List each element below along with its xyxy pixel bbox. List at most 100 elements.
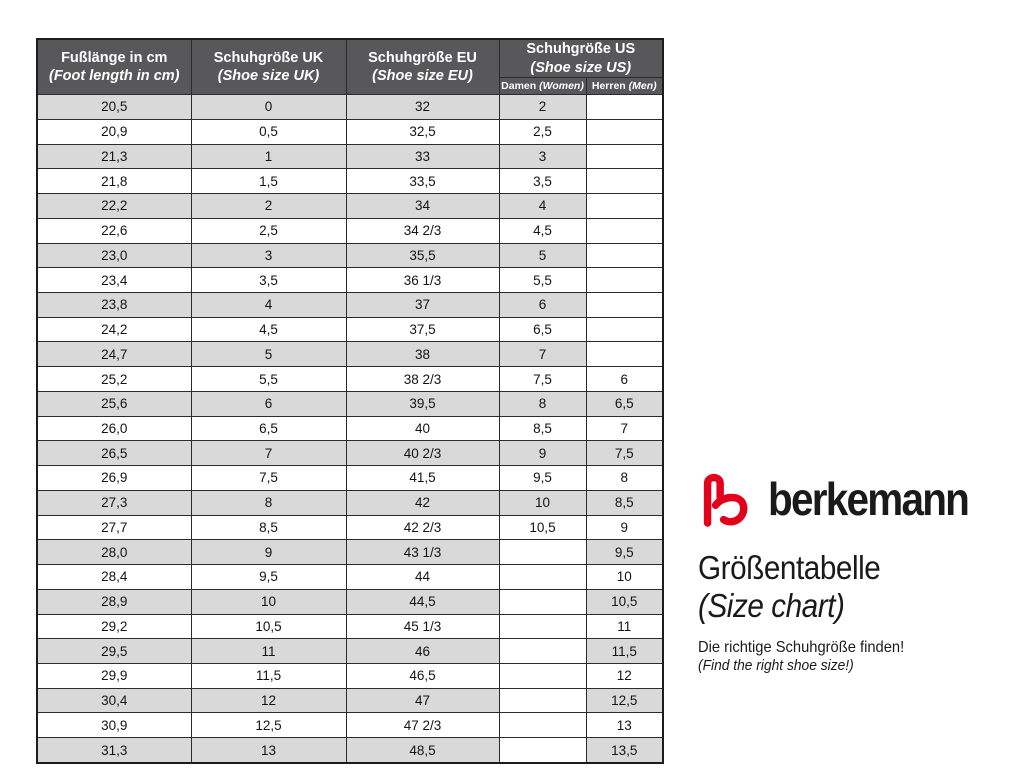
- size-table-row: 22,2 2 34 4: [36, 193, 664, 219]
- cell-size-eu: 38: [345, 341, 500, 368]
- cell-size-us-men: 10: [585, 564, 664, 590]
- cell-size-uk: 10: [190, 588, 347, 615]
- cell-size-eu: 34 2/3: [345, 217, 500, 244]
- size-table-body: 20,5 0 32 2 20,9 0,5 32,5 2,5 21,3 1 33 3 21,8 1,5 33,…: [36, 94, 664, 764]
- cell-foot-length-cm: 26,0: [36, 415, 192, 442]
- cell-size-eu: 37,5: [345, 316, 500, 343]
- cell-size-us-men: 7,5: [585, 440, 664, 467]
- cell-size-uk: 13: [190, 737, 347, 764]
- size-table-row: 22,6 2,5 34 2/3 4,5: [36, 217, 664, 244]
- cell-foot-length-cm: 21,8: [36, 168, 192, 195]
- cell-size-us-men: [585, 267, 664, 293]
- cell-size-us-women: 10: [498, 489, 587, 516]
- cell-size-us-women: 9: [498, 440, 587, 467]
- cell-size-eu: 48,5: [345, 737, 500, 764]
- cell-size-us-men: 9,5: [585, 539, 664, 566]
- size-table-row: 29,2 10,5 45 1/3 11: [36, 613, 664, 640]
- cell-size-uk: 4: [190, 291, 347, 318]
- cell-size-uk: 12,5: [190, 712, 347, 739]
- cell-size-uk: 4,5: [190, 316, 347, 343]
- cell-size-us-women: 8: [498, 390, 587, 417]
- column-header-size-us-de: Schuhgröße US: [526, 41, 636, 57]
- cell-foot-length-cm: 28,9: [36, 588, 192, 615]
- cell-size-uk: 0,5: [190, 118, 347, 145]
- cell-size-us-men: 10,5: [585, 588, 664, 615]
- brand-name: berkemann: [768, 473, 970, 525]
- cell-size-us-men: 11: [585, 613, 664, 640]
- tagline-de: Die richtige Schuhgröße finden!: [698, 638, 905, 656]
- cell-size-us-men: 8,5: [585, 489, 664, 516]
- cell-size-uk: 6: [190, 390, 347, 417]
- size-table-row: 24,2 4,5 37,5 6,5: [36, 316, 664, 343]
- cell-size-eu: 39,5: [345, 390, 500, 417]
- cell-size-eu: 43 1/3: [345, 539, 500, 566]
- column-header-us-men-en: (Men): [628, 80, 657, 93]
- cell-size-eu: 40 2/3: [345, 440, 500, 467]
- brand-logo-row: berkemann: [698, 471, 995, 527]
- cell-foot-length-cm: 27,3: [36, 489, 192, 516]
- cell-size-us-men: [585, 168, 664, 195]
- cell-size-eu: 36 1/3: [345, 267, 500, 293]
- cell-foot-length-cm: 29,9: [36, 662, 192, 689]
- size-table-row: 23,4 3,5 36 1/3 5,5: [36, 267, 664, 293]
- cell-foot-length-cm: 20,5: [36, 94, 192, 120]
- size-table-row: 29,9 11,5 46,5 12: [36, 662, 664, 689]
- cell-size-us-men: [585, 217, 664, 244]
- cell-size-uk: 9,5: [190, 564, 347, 590]
- cell-size-us-women: 6: [498, 291, 587, 318]
- cell-size-us-women: [498, 737, 587, 764]
- cell-size-eu: 37: [345, 291, 500, 318]
- cell-foot-length-cm: 20,9: [36, 118, 192, 145]
- cell-size-eu: 41,5: [345, 465, 500, 491]
- cell-size-us-men: 7: [585, 415, 664, 442]
- cell-size-eu: 32: [345, 94, 500, 120]
- cell-size-uk: 5: [190, 341, 347, 368]
- cell-size-us-women: 7: [498, 341, 587, 368]
- cell-size-us-men: 13,5: [585, 737, 664, 764]
- cell-size-us-men: [585, 193, 664, 219]
- column-header-us-men-de: Herren: [591, 80, 626, 93]
- cell-size-us-women: [498, 638, 587, 664]
- column-header-us-men: Herren (Men): [585, 77, 664, 96]
- cell-size-us-women: [498, 662, 587, 689]
- cell-size-uk: 8: [190, 489, 347, 516]
- column-header-size-eu: Schuhgröße EU (Shoe size EU): [345, 38, 500, 96]
- cell-foot-length-cm: 27,7: [36, 514, 192, 541]
- cell-size-eu: 44,5: [345, 588, 500, 615]
- column-header-foot-length-en: (Foot length in cm): [49, 68, 180, 85]
- cell-size-us-women: 5,5: [498, 267, 587, 293]
- cell-foot-length-cm: 26,9: [36, 465, 192, 491]
- column-header-size-us: Schuhgröße US (Shoe size US): [498, 38, 664, 79]
- size-table-row: 25,6 6 39,5 8 6,5: [36, 390, 664, 417]
- cell-size-us-women: [498, 539, 587, 566]
- cell-size-us-men: [585, 94, 664, 120]
- cell-foot-length-cm: 30,4: [36, 687, 192, 714]
- cell-foot-length-cm: 28,4: [36, 564, 192, 590]
- cell-foot-length-cm: 31,3: [36, 737, 192, 764]
- tagline-en: (Find the right shoe size!): [698, 657, 854, 675]
- size-table-row: 28,4 9,5 44 10: [36, 564, 664, 590]
- cell-foot-length-cm: 23,0: [36, 242, 192, 269]
- size-table-row: 31,3 13 48,5 13,5: [36, 737, 664, 764]
- size-table-row: 27,7 8,5 42 2/3 10,5 9: [36, 514, 664, 541]
- column-header-size-eu-en: (Shoe size EU): [372, 68, 473, 85]
- size-table-row: 24,7 5 38 7: [36, 341, 664, 368]
- cell-size-us-women: 3: [498, 143, 587, 170]
- cell-size-us-men: [585, 118, 664, 145]
- cell-size-us-women: [498, 564, 587, 590]
- cell-size-eu: 42 2/3: [345, 514, 500, 541]
- cell-size-uk: 7: [190, 440, 347, 467]
- cell-size-eu: 46,5: [345, 662, 500, 689]
- cell-size-us-men: 11,5: [585, 638, 664, 664]
- cell-size-us-men: [585, 242, 664, 269]
- cell-size-eu: 38 2/3: [345, 366, 500, 392]
- cell-foot-length-cm: 25,6: [36, 390, 192, 417]
- cell-size-uk: 1: [190, 143, 347, 170]
- size-table-row: 25,2 5,5 38 2/3 7,5 6: [36, 366, 664, 392]
- cell-size-uk: 3,5: [190, 267, 347, 293]
- cell-size-us-men: 8: [585, 465, 664, 491]
- cell-size-eu: 33,5: [345, 168, 500, 195]
- cell-size-uk: 12: [190, 687, 347, 714]
- berkemann-logo-icon: [703, 473, 748, 527]
- cell-size-us-women: [498, 712, 587, 739]
